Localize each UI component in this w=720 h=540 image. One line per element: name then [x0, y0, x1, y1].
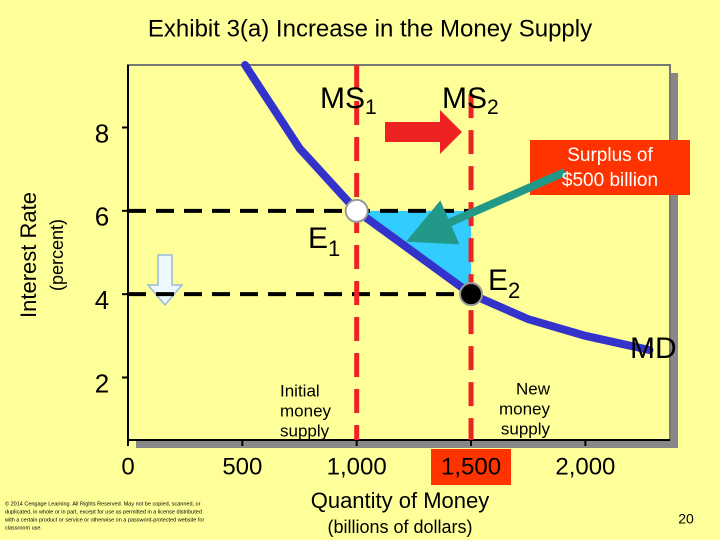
- x-tick-label: 1,000: [327, 453, 387, 480]
- equilibrium-label: E1: [308, 222, 340, 261]
- copyright: classroom use.: [5, 525, 42, 531]
- chart-title: Exhibit 3(a) Increase in the Money Suppl…: [148, 15, 592, 42]
- x-tick-label: 2,000: [555, 453, 615, 480]
- demand-curve: [241, 61, 654, 354]
- initial-supply-label: money: [280, 401, 332, 420]
- page-number: 20: [678, 511, 694, 527]
- initial-supply-label: supply: [280, 421, 330, 440]
- new-supply-label: supply: [501, 419, 551, 438]
- surplus-box: [530, 140, 690, 195]
- x-tick-label: 0: [121, 453, 134, 480]
- copyright: with a certain product or service or oth…: [4, 517, 204, 523]
- series-subscript: 2: [487, 96, 499, 119]
- new-supply-label: money: [499, 399, 551, 418]
- equilibrium-name: E: [308, 222, 328, 255]
- x-tick-label: 1,500: [441, 453, 501, 480]
- y-tick-label: 8: [95, 118, 109, 148]
- surplus-arrow: [406, 168, 567, 245]
- series-name: MS: [442, 82, 487, 115]
- equilibrium-point: [459, 282, 484, 307]
- x-tick-label: 500: [222, 453, 262, 480]
- surplus-label: $500 billion: [562, 170, 658, 191]
- copyright: duplicated, in whole or in part, except …: [5, 509, 202, 515]
- initial-supply-label: Initial: [280, 381, 320, 400]
- equilibrium-label: E2: [488, 264, 520, 303]
- y-tick-label: 6: [95, 202, 109, 232]
- equilibrium-name: E: [488, 264, 508, 297]
- plot-panel: [127, 64, 671, 441]
- copyright: © 2014 Cengage Learning. All Rights Rese…: [5, 500, 201, 507]
- series-label: MS1: [320, 82, 377, 119]
- x-axis-title: Quantity of Money: [311, 488, 490, 513]
- series-label: MS2: [442, 82, 499, 119]
- new-supply-label: New: [516, 379, 551, 398]
- series-name: MS: [320, 82, 365, 115]
- y-tick-label: 2: [95, 368, 109, 398]
- equilibrium-point: [344, 198, 369, 223]
- shift-arrow: [385, 110, 462, 154]
- y-axis-title: Interest Rate: [16, 192, 41, 318]
- series-subscript: 1: [365, 96, 377, 119]
- y-tick-label: 4: [95, 285, 109, 315]
- equilibrium-subscript: 2: [508, 278, 520, 303]
- equilibrium-subscript: 1: [328, 236, 340, 261]
- x-axis-subtitle: (billions of dollars): [327, 517, 472, 537]
- series-label: MD: [630, 332, 677, 365]
- y-axis-subtitle: (percent): [47, 219, 67, 291]
- surplus-label: Surplus of: [567, 145, 653, 166]
- tick-highlight: [431, 449, 512, 485]
- series-name: MD: [630, 332, 677, 365]
